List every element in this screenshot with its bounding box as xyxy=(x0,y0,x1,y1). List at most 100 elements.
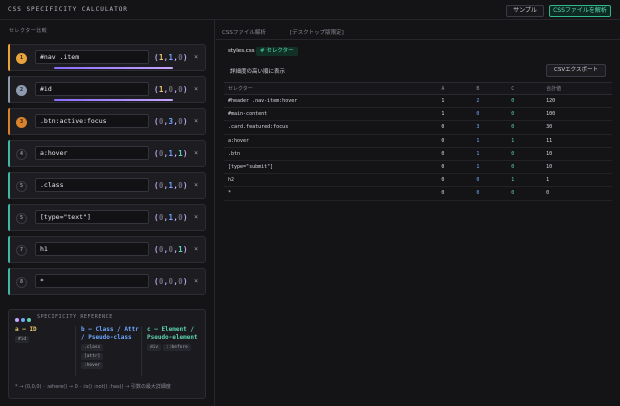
table-cell: 10 xyxy=(542,147,612,161)
table-cell: 0 xyxy=(437,186,473,201)
sort-by-specificity-toggle[interactable]: 詳細度の高い順に表示 xyxy=(230,69,286,75)
divider xyxy=(75,326,76,376)
table-row[interactable]: #header .nav-item:hover 1 2 0 120 xyxy=(224,94,612,109)
table-row[interactable]: .card.featured:focus 0 3 0 30 xyxy=(224,120,612,135)
specificity-value: (0,1,0) xyxy=(154,181,188,190)
table-cell: 0 xyxy=(472,173,508,188)
table-header[interactable]: 合計値 xyxy=(542,82,612,95)
table-cell: 1 xyxy=(472,134,508,148)
table-cell: 1 xyxy=(472,160,508,175)
analysis-header: CSSファイル解析 xyxy=(222,30,266,36)
rank-accent xyxy=(8,76,10,103)
table-row[interactable]: [type="submit"] 0 1 0 10 xyxy=(224,160,612,175)
table-row[interactable]: * 0 0 0 0 xyxy=(224,186,612,201)
table-header[interactable]: A xyxy=(437,82,473,95)
tab-styles-css[interactable]: styles.css xyxy=(228,48,255,54)
specificity-value: (0,0,1) xyxy=(154,245,188,254)
table-cell: 0 xyxy=(472,186,508,201)
table-cell: 100 xyxy=(542,107,612,122)
table-cell: [type="submit"] xyxy=(224,160,438,175)
table-cell: 3 xyxy=(472,120,508,135)
table-cell: 1 xyxy=(437,107,473,122)
reference-column: a — ID #id xyxy=(15,326,73,343)
selector-row: 1 #nav .item (1,1,0) × xyxy=(8,44,206,71)
table-cell: 0 xyxy=(507,120,543,135)
table-cell: #header .nav-item:hover xyxy=(224,94,438,109)
selector-input[interactable]: .class xyxy=(35,178,149,192)
selector-compare-panel xyxy=(0,20,215,406)
table-cell: 0 xyxy=(507,107,543,122)
reference-tag: div xyxy=(147,344,162,351)
table-cell: 1 xyxy=(542,173,612,188)
sample-button[interactable]: サンプル xyxy=(506,5,544,17)
table-header[interactable]: B xyxy=(472,82,508,95)
reference-title: SPECIFICITY REFERENCE xyxy=(37,314,113,320)
selector-input[interactable]: #id xyxy=(35,82,149,96)
selector-row: 3 .btn:active:focus (0,3,0) × xyxy=(8,108,206,135)
selector-row: 8 * (0,0,0) × xyxy=(8,268,206,295)
table-cell: 0 xyxy=(542,186,612,201)
reference-tag: [attr] xyxy=(81,353,104,360)
table-cell: 0 xyxy=(507,94,543,109)
rank-badge: 2 xyxy=(16,85,27,96)
selector-table: セレクター A B C 合計値 #header .nav-item:hover 1 2 0 12… xyxy=(224,82,612,201)
table-header[interactable]: セレクター xyxy=(224,82,438,95)
selector-row: 4 a:hover (0,1,1) × xyxy=(8,140,206,167)
selector-row: 7 h1 (0,0,1) × xyxy=(8,236,206,263)
selector-input[interactable]: [type="text"] xyxy=(35,210,149,224)
remove-selector-icon[interactable]: × xyxy=(194,277,199,285)
app-title: CSS SPECIFICITY CALCULATOR xyxy=(8,6,128,13)
reference-heading: c — Element / Pseudo-element xyxy=(147,326,198,341)
selector-input[interactable]: .btn:active:focus xyxy=(35,114,149,128)
divider xyxy=(141,326,142,376)
table-row[interactable]: .btn 0 1 0 10 xyxy=(224,147,612,161)
rank-badge: 1 xyxy=(16,53,27,64)
table-cell: 0 xyxy=(507,147,543,161)
selector-row: 5 [type="text"] (0,1,0) × xyxy=(8,204,206,231)
rank-badge: 8 xyxy=(16,277,27,288)
table-cell: .card.featured:focus xyxy=(224,120,438,135)
rank-badge: 4 xyxy=(16,149,27,160)
table-row[interactable]: a:hover 0 1 1 11 xyxy=(224,134,612,148)
reference-dots-icon xyxy=(15,316,33,324)
desktop-only-label: [デスクトップ版限定] xyxy=(290,30,344,36)
parse-css-file-button[interactable]: CSSファイルを解析 xyxy=(549,5,611,17)
rank-accent xyxy=(8,268,10,295)
rank-badge: 7 xyxy=(16,245,27,256)
specificity-value: (1,0,0) xyxy=(154,85,188,94)
tab-selectors[interactable]: # セレクター xyxy=(256,47,298,56)
table-row[interactable]: h2 0 0 1 1 xyxy=(224,173,612,188)
specificity-value: (0,1,1) xyxy=(154,149,188,158)
table-cell: 1 xyxy=(507,134,543,148)
remove-selector-icon[interactable]: × xyxy=(194,53,199,61)
remove-selector-icon[interactable]: × xyxy=(194,181,199,189)
selector-input[interactable]: a:hover xyxy=(35,146,149,160)
remove-selector-icon[interactable]: × xyxy=(194,149,199,157)
table-cell: 0 xyxy=(507,160,543,175)
remove-selector-icon[interactable]: × xyxy=(194,85,199,93)
rank-accent xyxy=(8,172,10,199)
table-cell: 1 xyxy=(507,173,543,188)
table-cell: 0 xyxy=(507,186,543,201)
table-cell: a:hover xyxy=(224,134,438,148)
selector-input[interactable]: * xyxy=(35,274,149,288)
table-row[interactable]: #main-content 1 0 0 100 xyxy=(224,107,612,122)
reference-tag: .class xyxy=(81,344,104,351)
remove-selector-icon[interactable]: × xyxy=(194,117,199,125)
remove-selector-icon[interactable]: × xyxy=(194,213,199,221)
rank-accent xyxy=(8,44,10,71)
specificity-value: (0,1,0) xyxy=(154,213,188,222)
csv-export-button[interactable]: CSVエクスポート xyxy=(546,64,606,77)
selector-input[interactable]: h1 xyxy=(35,242,149,256)
table-cell: * xyxy=(224,186,438,201)
top-bar: CSS SPECIFICITY CALCULATOR サンプル CSSファイルを… xyxy=(0,0,620,20)
specificity-value: (1,1,0) xyxy=(154,53,188,62)
table-cell: 1 xyxy=(472,147,508,161)
reference-column: b — Class / Attr / Pseudo-class .class [at… xyxy=(81,326,139,369)
table-cell: 1 xyxy=(437,94,473,109)
reference-tag: ::before xyxy=(163,344,191,351)
table-cell: 0 xyxy=(472,107,508,122)
selector-input[interactable]: #nav .item xyxy=(35,50,149,64)
table-header[interactable]: C xyxy=(507,82,543,95)
remove-selector-icon[interactable]: × xyxy=(194,245,199,253)
